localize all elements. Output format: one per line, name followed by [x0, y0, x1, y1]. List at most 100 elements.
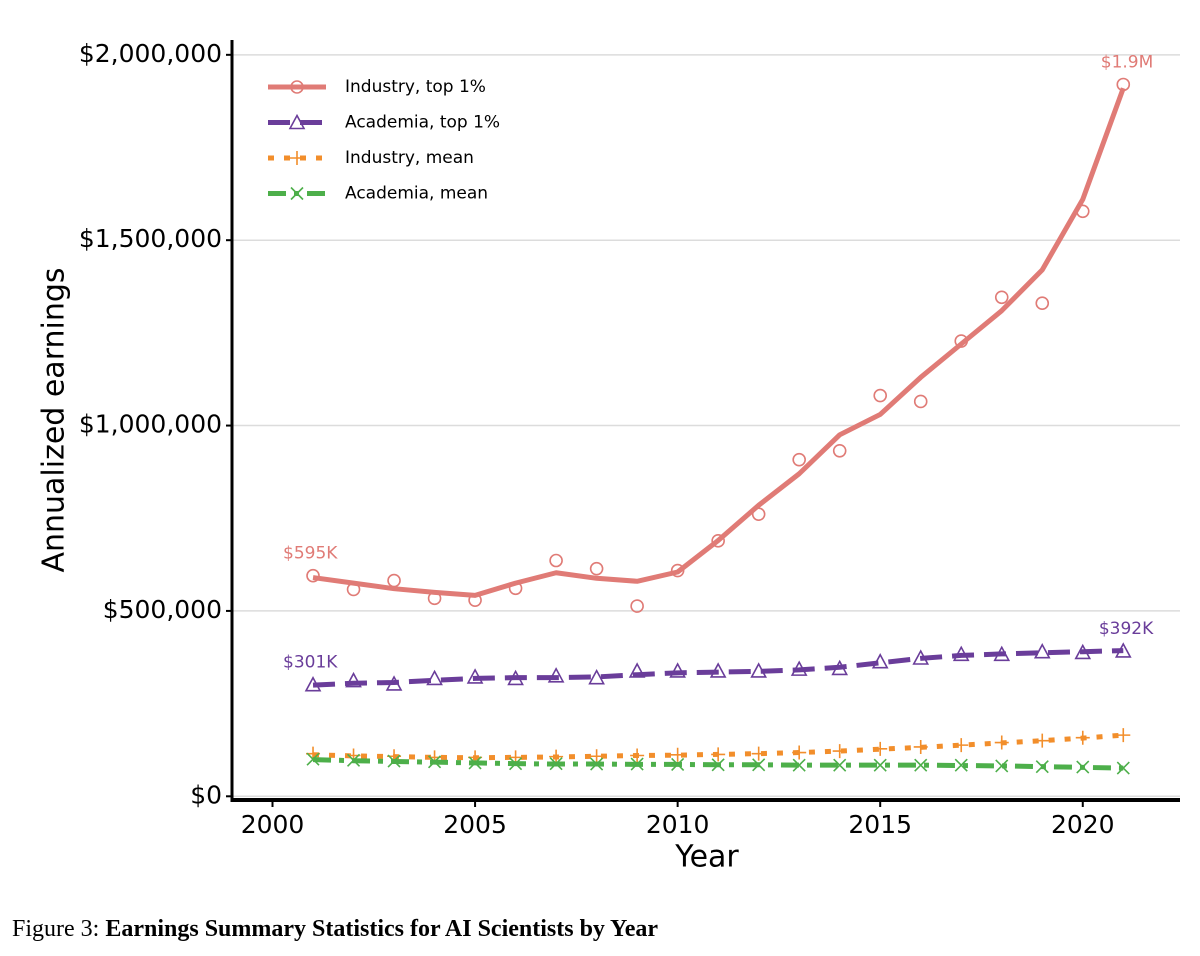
point — [549, 553, 563, 568]
point — [304, 676, 322, 692]
point — [1035, 296, 1050, 311]
point — [952, 645, 970, 662]
point — [669, 662, 686, 678]
legend-label: Industry, top 1% — [345, 77, 486, 97]
point — [387, 573, 401, 588]
point — [1116, 761, 1130, 775]
point — [711, 747, 726, 762]
point — [630, 757, 644, 771]
point — [671, 757, 685, 771]
point — [507, 669, 524, 686]
legend-marker — [288, 113, 306, 130]
legend-label: Industry, mean — [345, 148, 474, 168]
point — [711, 534, 725, 548]
caption: Figure 3: Earnings Summary Statistics fo… — [12, 916, 658, 942]
point — [1075, 730, 1090, 745]
point — [1116, 728, 1131, 743]
point — [1116, 77, 1131, 92]
point — [630, 748, 645, 763]
point — [547, 667, 565, 683]
point — [792, 452, 806, 467]
point — [508, 581, 523, 596]
point — [954, 738, 969, 753]
point — [466, 668, 484, 684]
point — [873, 388, 888, 403]
caption-prefix: Figure 3: — [12, 916, 99, 942]
point — [426, 669, 443, 686]
point — [549, 757, 563, 771]
point — [709, 662, 727, 678]
point — [427, 591, 442, 606]
point — [993, 645, 1011, 662]
point — [871, 653, 889, 669]
point — [385, 675, 403, 691]
point — [751, 507, 766, 521]
legend-marker — [290, 80, 304, 94]
point — [589, 561, 604, 576]
point — [831, 659, 849, 676]
point — [790, 660, 808, 676]
point — [468, 756, 482, 770]
point — [954, 334, 969, 348]
point — [509, 757, 523, 771]
point — [345, 671, 362, 688]
point — [549, 749, 564, 764]
point — [670, 747, 685, 762]
y-tick-label: $1,500,000 — [79, 224, 222, 253]
point — [873, 758, 887, 772]
point — [346, 753, 361, 767]
point — [588, 668, 605, 685]
point — [873, 741, 888, 756]
point — [913, 739, 928, 754]
point — [670, 563, 685, 578]
caption-title: Earnings Summary Statistics for AI Scien… — [105, 916, 658, 942]
trend-line — [312, 648, 1124, 688]
point — [913, 394, 928, 409]
point — [792, 758, 806, 772]
point — [994, 735, 1009, 750]
y-tick-label: $2,000,000 — [79, 39, 222, 68]
point — [1074, 643, 1092, 660]
point — [1076, 760, 1090, 774]
point — [1114, 642, 1132, 658]
x-tick-label: 2015 — [848, 810, 912, 839]
point — [914, 758, 928, 772]
value-label: $301K — [283, 653, 338, 673]
point — [628, 662, 646, 678]
legend-marker — [290, 186, 304, 201]
point — [590, 757, 604, 771]
x-tick-label: 2020 — [1051, 810, 1115, 839]
point — [306, 568, 320, 583]
point — [306, 752, 320, 766]
point — [833, 758, 847, 772]
point — [752, 758, 766, 772]
x-tick-label: 2005 — [443, 810, 507, 839]
value-label: $392K — [1099, 619, 1154, 639]
point — [1035, 760, 1049, 774]
point — [589, 749, 604, 764]
point — [995, 759, 1009, 773]
point — [1033, 643, 1051, 659]
point — [912, 649, 930, 665]
point — [630, 599, 644, 613]
point — [387, 754, 401, 768]
legend-label: Academia, top 1% — [345, 113, 500, 133]
y-tick-label: $1,000,000 — [79, 410, 222, 439]
point — [1035, 733, 1050, 748]
point — [427, 755, 442, 769]
point — [750, 662, 768, 678]
trend-line — [312, 87, 1126, 598]
point — [792, 745, 807, 760]
point — [346, 582, 361, 597]
point — [832, 443, 847, 458]
legend-marker — [290, 151, 304, 165]
point — [954, 758, 968, 772]
y-tick-label: $0 — [190, 780, 222, 809]
point — [711, 758, 725, 772]
point — [468, 593, 482, 607]
x-axis-label: Year — [674, 840, 739, 875]
value-label: $595K — [283, 544, 338, 564]
legend-label: Academia, mean — [345, 184, 488, 204]
x-tick-label: 2010 — [646, 810, 710, 839]
